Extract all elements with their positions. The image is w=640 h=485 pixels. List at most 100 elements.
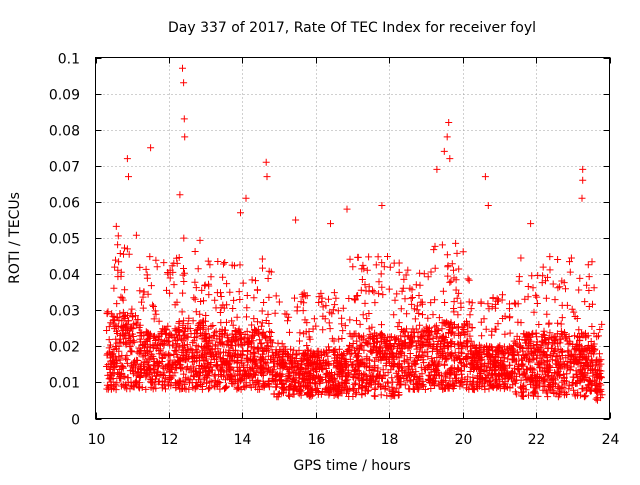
data-point <box>556 372 564 379</box>
data-point <box>272 292 280 300</box>
data-point <box>544 358 552 366</box>
chart-title: Day 337 of 2017, Rate Of TEC Index for r… <box>168 20 536 36</box>
data-point <box>579 176 587 184</box>
data-point <box>206 377 214 385</box>
data-point <box>345 295 353 302</box>
data-point <box>129 333 137 340</box>
data-point <box>268 348 276 356</box>
data-point <box>164 269 172 276</box>
data-point <box>564 340 572 348</box>
data-point <box>243 327 251 335</box>
data-point <box>218 331 226 339</box>
data-point <box>564 364 572 372</box>
data-point <box>512 339 520 347</box>
data-point <box>379 291 387 299</box>
data-point <box>444 263 452 271</box>
data-point <box>197 298 205 305</box>
data-point <box>153 263 161 271</box>
data-point <box>544 371 552 379</box>
data-point <box>595 357 603 365</box>
data-point <box>551 347 559 355</box>
data-point <box>120 312 128 320</box>
data-point <box>451 349 459 357</box>
data-point <box>217 289 224 297</box>
data-point <box>290 346 298 354</box>
y-tick-label: 0.06 <box>49 196 80 212</box>
data-point <box>258 369 266 376</box>
data-point <box>490 381 498 389</box>
data-point <box>401 369 409 377</box>
data-point <box>528 365 536 373</box>
data-point <box>548 356 556 364</box>
data-point <box>443 251 451 259</box>
data-point <box>221 259 229 266</box>
data-point <box>260 299 268 306</box>
data-point <box>341 373 349 380</box>
data-point <box>418 300 426 308</box>
data-point <box>439 377 447 385</box>
data-point <box>302 365 310 373</box>
data-point <box>240 367 248 375</box>
data-point <box>173 326 181 334</box>
data-point <box>407 294 415 302</box>
data-point <box>170 281 178 289</box>
data-point <box>115 366 123 373</box>
data-point <box>441 373 449 381</box>
data-point <box>255 380 263 388</box>
data-point <box>332 364 340 372</box>
data-point <box>241 383 249 391</box>
data-point <box>440 360 448 368</box>
data-point <box>351 371 359 379</box>
data-point <box>576 378 584 386</box>
data-point <box>539 331 547 339</box>
data-point <box>431 264 439 272</box>
data-point <box>412 360 420 368</box>
data-point <box>303 362 311 370</box>
data-point <box>534 359 542 367</box>
data-point <box>342 363 350 371</box>
data-point <box>311 375 319 383</box>
data-point <box>327 387 335 395</box>
data-point <box>384 379 392 387</box>
data-point <box>386 263 394 271</box>
data-point <box>551 345 559 353</box>
data-point <box>105 348 113 356</box>
data-point <box>435 314 443 322</box>
data-point <box>591 378 599 386</box>
data-point <box>190 363 198 371</box>
data-point <box>111 263 119 271</box>
data-point <box>239 371 247 379</box>
data-point <box>542 387 550 395</box>
data-point <box>341 322 349 330</box>
data-point <box>365 310 373 317</box>
data-point <box>362 287 370 295</box>
data-point <box>478 360 486 368</box>
data-point <box>543 310 551 318</box>
data-point <box>452 375 460 383</box>
data-point <box>234 357 242 365</box>
data-point <box>128 324 136 332</box>
data-point <box>254 329 262 337</box>
data-point <box>386 358 393 366</box>
data-point <box>566 258 573 266</box>
data-point <box>173 298 181 306</box>
data-point <box>181 269 188 277</box>
data-point <box>424 314 432 322</box>
data-point <box>451 371 459 379</box>
data-point <box>406 354 414 362</box>
data-point <box>366 330 374 338</box>
data-point <box>231 327 239 335</box>
data-point <box>196 372 204 380</box>
data-point <box>464 327 472 335</box>
data-point <box>530 371 538 379</box>
data-point <box>332 377 340 385</box>
data-point <box>275 372 283 380</box>
data-point <box>331 301 339 309</box>
data-point <box>417 333 425 340</box>
data-point <box>505 361 513 369</box>
data-point <box>257 322 265 330</box>
data-point <box>593 394 601 402</box>
data-point <box>381 384 389 392</box>
data-point <box>302 328 310 336</box>
data-point <box>146 347 154 355</box>
